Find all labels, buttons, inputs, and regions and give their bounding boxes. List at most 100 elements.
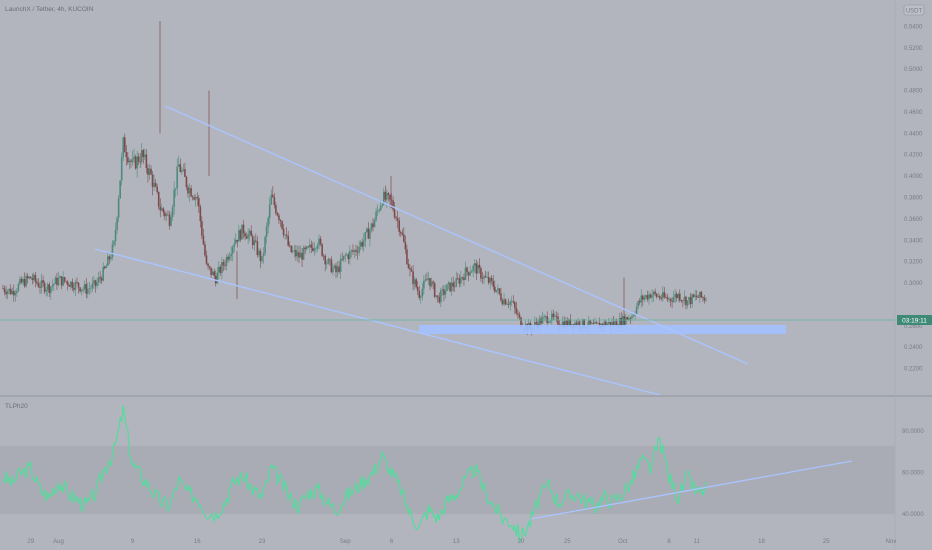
candle — [697, 294, 700, 298]
candle — [510, 296, 513, 307]
candle — [436, 295, 439, 303]
currency-badge-box[interactable] — [903, 4, 925, 16]
candle — [438, 292, 441, 304]
candle — [97, 271, 100, 286]
candle — [686, 300, 689, 309]
date-tick-label: 9 — [131, 539, 135, 545]
candle — [187, 184, 189, 198]
candle — [324, 254, 327, 272]
candle — [302, 245, 305, 261]
candle — [3, 285, 6, 296]
candle — [5, 285, 7, 299]
candle — [57, 271, 60, 287]
candle — [66, 279, 69, 291]
candle — [29, 276, 32, 279]
candle — [313, 242, 316, 257]
candle — [56, 272, 58, 290]
candle — [447, 280, 450, 290]
candle — [401, 228, 404, 237]
candle — [265, 222, 268, 244]
candle — [473, 259, 476, 273]
candle — [469, 265, 471, 277]
candle — [262, 247, 265, 264]
candle — [435, 295, 438, 300]
candle — [239, 228, 242, 242]
candle — [28, 275, 31, 280]
date-tick-label: 29 — [27, 539, 34, 545]
candle — [549, 320, 552, 324]
candle — [278, 213, 280, 225]
candle — [660, 294, 663, 301]
candle — [657, 292, 660, 298]
candle — [281, 220, 283, 230]
candle — [12, 284, 15, 302]
candle — [100, 275, 103, 284]
candle — [68, 283, 71, 287]
candle — [222, 259, 225, 272]
candle — [188, 183, 191, 202]
candle — [174, 188, 177, 198]
candle — [48, 281, 51, 297]
candle — [162, 207, 165, 217]
candle — [107, 252, 109, 267]
candle — [418, 285, 421, 301]
candle — [638, 298, 641, 306]
candle — [440, 287, 442, 308]
candle — [20, 276, 23, 284]
candle — [287, 230, 290, 247]
candle — [689, 292, 692, 308]
indicator-tick-label: 40.0000 — [902, 512, 924, 518]
candle — [316, 242, 319, 252]
candle — [395, 215, 397, 222]
candle — [74, 279, 77, 297]
candle — [651, 289, 653, 303]
candle — [349, 245, 351, 265]
candle — [666, 293, 669, 302]
candle — [663, 287, 666, 300]
date-tick-label: 18 — [758, 539, 765, 545]
candle — [430, 277, 433, 288]
candle — [168, 210, 171, 230]
candle — [427, 271, 430, 285]
candle — [372, 218, 374, 232]
candle — [93, 275, 95, 290]
candle — [547, 318, 550, 324]
candle — [103, 265, 106, 270]
candle — [554, 312, 556, 321]
candle — [251, 233, 254, 250]
candle — [470, 269, 473, 273]
candle — [387, 192, 390, 202]
candle — [9, 284, 12, 296]
candle — [512, 295, 515, 304]
candle — [478, 258, 481, 274]
candle — [36, 278, 38, 286]
candle — [290, 245, 293, 254]
candle — [515, 301, 518, 316]
candle — [157, 191, 160, 210]
candle — [224, 259, 226, 270]
candle — [338, 261, 340, 274]
candle — [292, 246, 294, 254]
price-tick-label: 0.5400 — [904, 24, 923, 30]
candle — [339, 254, 342, 279]
candle — [184, 162, 186, 178]
candle — [305, 245, 308, 251]
price-tick-label: 0.2600 — [904, 324, 923, 330]
candle — [677, 292, 680, 302]
candle — [668, 297, 670, 303]
candle — [628, 315, 630, 322]
candle — [381, 202, 384, 208]
date-tick-label: 11 — [694, 539, 701, 545]
candle — [122, 136, 125, 162]
candle — [517, 309, 519, 319]
candle — [79, 287, 81, 293]
price-tick-label: 0.3600 — [904, 217, 923, 223]
candle — [116, 216, 118, 234]
candle — [404, 235, 407, 254]
candle — [641, 294, 644, 307]
date-tick-label: Oct — [618, 539, 628, 545]
indicator-line — [2, 405, 707, 543]
candle — [284, 234, 286, 240]
